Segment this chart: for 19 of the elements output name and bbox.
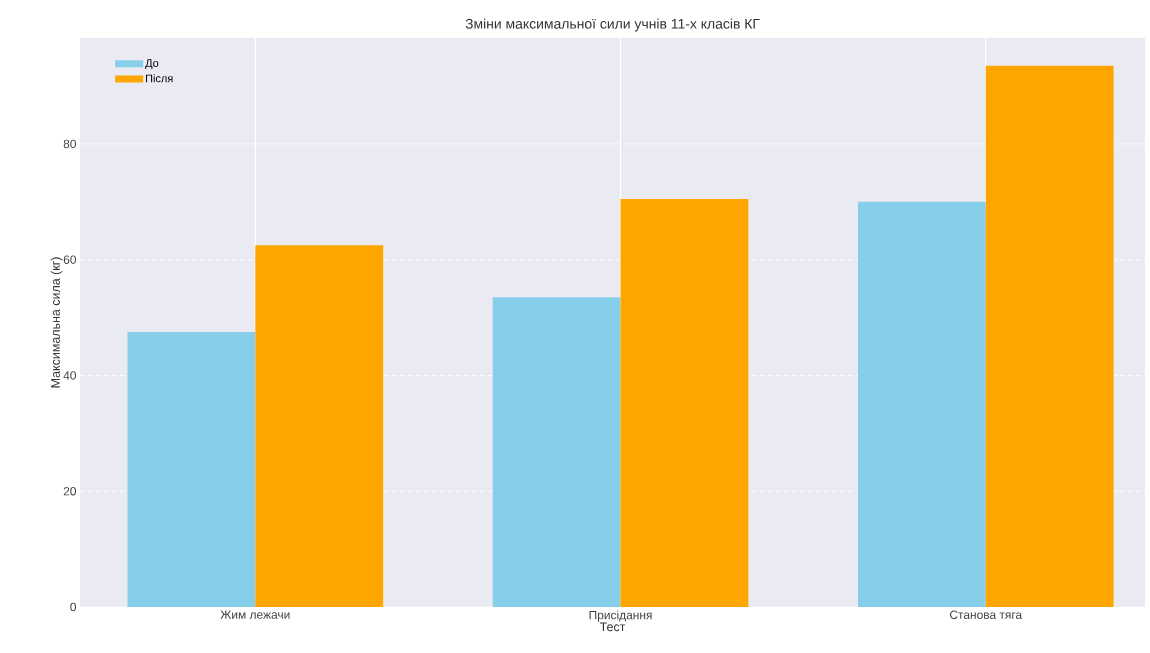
- y-tick-label: 40: [63, 371, 77, 380]
- y-tick-label: 0: [70, 602, 77, 612]
- x-tick-label: Жим лежачи: [220, 610, 290, 619]
- x-tick-label: Станова тяга: [949, 610, 1023, 619]
- y-tick-label: 20: [63, 487, 77, 496]
- legend-label: До: [145, 59, 159, 69]
- y-axis-title: Максимальна сила (кг): [50, 257, 63, 388]
- legend-label: Після: [146, 74, 173, 83]
- bar: [255, 245, 384, 607]
- x-tick-label: Присідання: [589, 610, 652, 622]
- bar: [857, 201, 986, 607]
- y-tick-label: 60: [63, 255, 77, 264]
- x-axis-title: Тест: [599, 622, 626, 632]
- bar: [620, 198, 749, 607]
- bar: [985, 65, 1114, 607]
- chart-title: Зміни максимальної сили учнів 11-х класів КГ: [465, 18, 760, 32]
- y-tick-label: 80: [63, 139, 77, 149]
- bar: [492, 297, 621, 607]
- bar: [127, 332, 256, 607]
